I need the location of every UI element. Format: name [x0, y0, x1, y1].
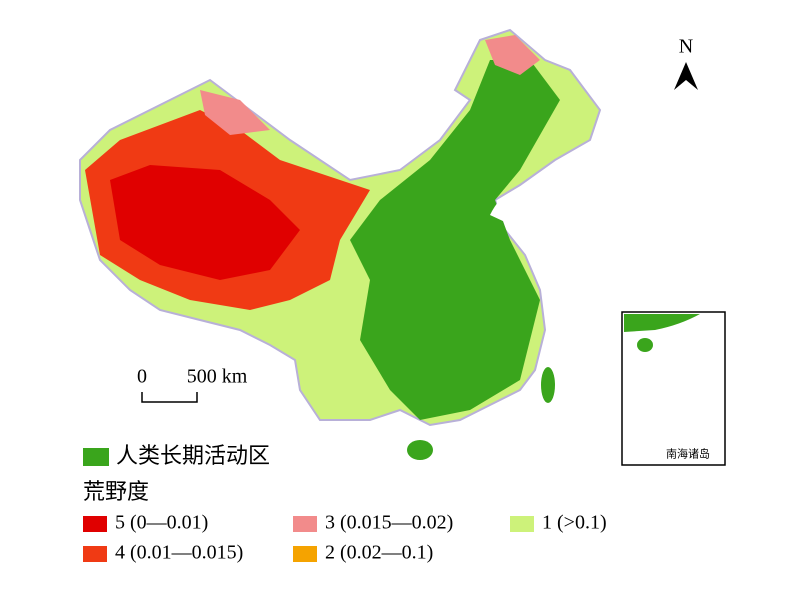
legend: 人类长期活动区 荒野度 5 (0—0.01) 4 (0.01—0.015) 3 (0… — [83, 443, 607, 564]
scale-start: 0 — [137, 366, 147, 388]
hainan — [407, 440, 433, 460]
legend-label: 1 (>0.1) — [542, 512, 607, 534]
legend-swatch — [293, 516, 317, 532]
inset-label: 南海诸岛 — [666, 447, 710, 461]
taiwan — [541, 367, 555, 403]
inset-coast — [624, 314, 700, 332]
inset-hainan — [637, 338, 653, 352]
legend-label: 2 (0.02—0.1) — [325, 542, 433, 564]
legend-label: 4 (0.01—0.015) — [115, 542, 243, 564]
bohai-sea — [490, 192, 525, 222]
legend-swatch — [83, 516, 107, 532]
wild-zone-northeast — [485, 35, 540, 75]
wild-zone-north — [200, 90, 270, 135]
north-arrow: N — [674, 36, 698, 90]
legend-label: 3 (0.015—0.02) — [325, 512, 453, 534]
inset-frame — [621, 311, 726, 466]
human-activity-area — [350, 60, 560, 420]
scale-end: 500 km — [187, 366, 248, 388]
scale-line — [141, 392, 198, 403]
legend-title: 荒野度 — [83, 479, 149, 504]
legend-label: 人类长期活动区 — [116, 443, 270, 468]
legend-swatch — [510, 516, 534, 532]
north-label: N — [679, 36, 693, 58]
china-map — [79, 28, 602, 460]
scale-bar: 0 500 km — [137, 366, 248, 403]
legend-swatch — [293, 546, 317, 562]
arrow — [674, 62, 698, 90]
legend-swatch — [83, 448, 109, 466]
legend-swatch — [83, 546, 107, 562]
inset-map: 南海诸岛 — [621, 311, 726, 466]
wild-zone-core — [110, 165, 300, 280]
legend-label: 5 (0—0.01) — [115, 512, 208, 534]
